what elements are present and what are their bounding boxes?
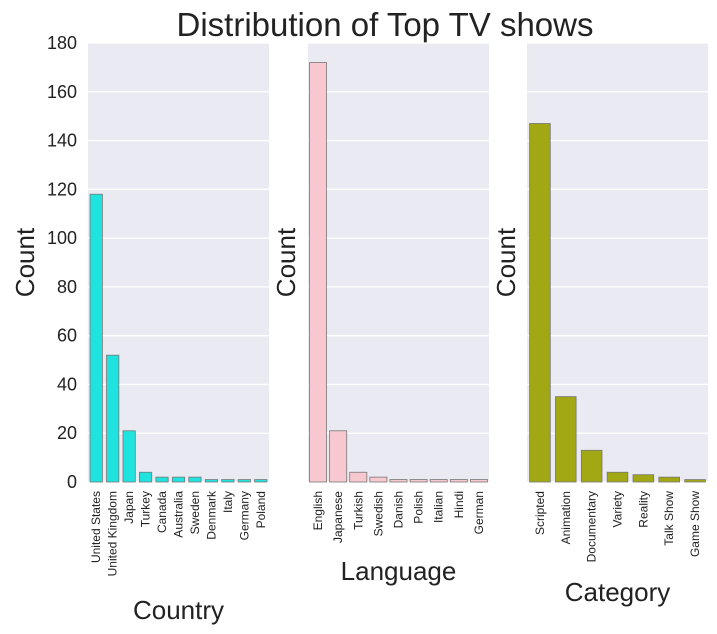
- xtick-label: Sweden: [188, 491, 202, 534]
- xtick-label: Italy: [221, 491, 235, 513]
- figure-title: Distribution of Top TV shows: [177, 6, 594, 43]
- country-bar: [204, 479, 218, 483]
- country-bar: [221, 479, 235, 483]
- language-bar: [449, 479, 468, 483]
- category-bar: [658, 476, 680, 483]
- language-bar: [389, 479, 408, 483]
- xtick-label: United States: [89, 491, 103, 563]
- country-bar: [122, 430, 136, 483]
- category-bar: [684, 479, 706, 483]
- xtick-label: Polish: [412, 491, 426, 524]
- xtick-label: United Kingdom: [106, 491, 120, 576]
- xtick-label: Reality: [636, 491, 650, 528]
- language-ylabel: Count: [271, 227, 301, 297]
- ytick-label: 40: [57, 374, 77, 394]
- ytick-label: 120: [47, 179, 77, 199]
- country-bar: [188, 476, 202, 483]
- xtick-label: Australia: [172, 491, 186, 538]
- country-bar: [254, 479, 268, 483]
- xtick-label: Variety: [611, 491, 625, 527]
- language-bar: [369, 476, 388, 483]
- xtick-label: Turkey: [139, 491, 153, 527]
- category-panel: Scripted Animation Documentary Variety Reali…: [491, 42, 708, 607]
- xtick-label: German: [472, 491, 486, 534]
- xtick-label: Denmark: [204, 490, 218, 540]
- xtick-label: Turkish: [351, 491, 365, 530]
- language-bar: [469, 479, 488, 483]
- language-bar: [429, 479, 448, 483]
- xtick-label: Swedish: [371, 491, 385, 536]
- country-bar: [237, 479, 251, 483]
- xtick-label: Talk Show: [662, 491, 676, 546]
- ytick-label: 80: [57, 277, 77, 297]
- category-bar: [555, 396, 577, 483]
- ytick-label: 140: [47, 131, 77, 151]
- xtick-label: Animation: [559, 491, 573, 544]
- language-xlabel: Language: [341, 556, 457, 586]
- category-plot-area: [527, 43, 708, 482]
- language-bar: [329, 430, 348, 483]
- xtick-label: Italian: [432, 491, 446, 523]
- chart-panels: 0 20 40 60 80 100 120 140 160 180 United States Uni…: [10, 33, 708, 625]
- xtick-label: Hindi: [452, 491, 466, 518]
- language-plot-area: [308, 43, 489, 482]
- language-panel: English Japanese Turkish Swedish Danish Polis…: [271, 42, 489, 586]
- country-xlabel: Country: [133, 595, 224, 625]
- xtick-label: English: [311, 491, 325, 530]
- xtick-label: Japan: [122, 491, 136, 524]
- xtick-label: Canada: [155, 491, 169, 533]
- ytick-label: 60: [57, 326, 77, 346]
- category-ylabel: Count: [491, 227, 521, 297]
- country-bar: [139, 471, 153, 483]
- xtick-label: Germany: [237, 491, 251, 540]
- xtick-label: Scripted: [533, 491, 547, 535]
- xtick-label: Poland: [254, 491, 268, 528]
- ytick-label: 20: [57, 423, 77, 443]
- xtick-label: Danish: [392, 491, 406, 528]
- ytick-label: 0: [67, 472, 77, 492]
- country-bar: [155, 476, 169, 483]
- xtick-label: Documentary: [585, 491, 599, 562]
- category-bar: [580, 449, 603, 483]
- language-bar: [309, 62, 328, 483]
- category-bar: [632, 474, 655, 483]
- country-bar: [171, 476, 186, 483]
- ytick-label: 100: [47, 228, 77, 248]
- language-bar: [349, 471, 368, 483]
- country-panel: 0 20 40 60 80 100 120 140 160 180 United States Uni…: [10, 33, 269, 625]
- country-bar: [106, 354, 120, 483]
- category-xlabel: Category: [565, 577, 671, 607]
- category-bar: [606, 471, 629, 483]
- language-bar: [409, 479, 428, 483]
- ytick-label: 180: [47, 33, 77, 53]
- ytick-label: 160: [47, 82, 77, 102]
- xtick-label: Game Show: [688, 491, 702, 557]
- category-bar: [529, 123, 551, 483]
- country-ylabel: Count: [10, 227, 40, 297]
- country-bar: [89, 193, 103, 483]
- xtick-label: Japanese: [331, 491, 345, 543]
